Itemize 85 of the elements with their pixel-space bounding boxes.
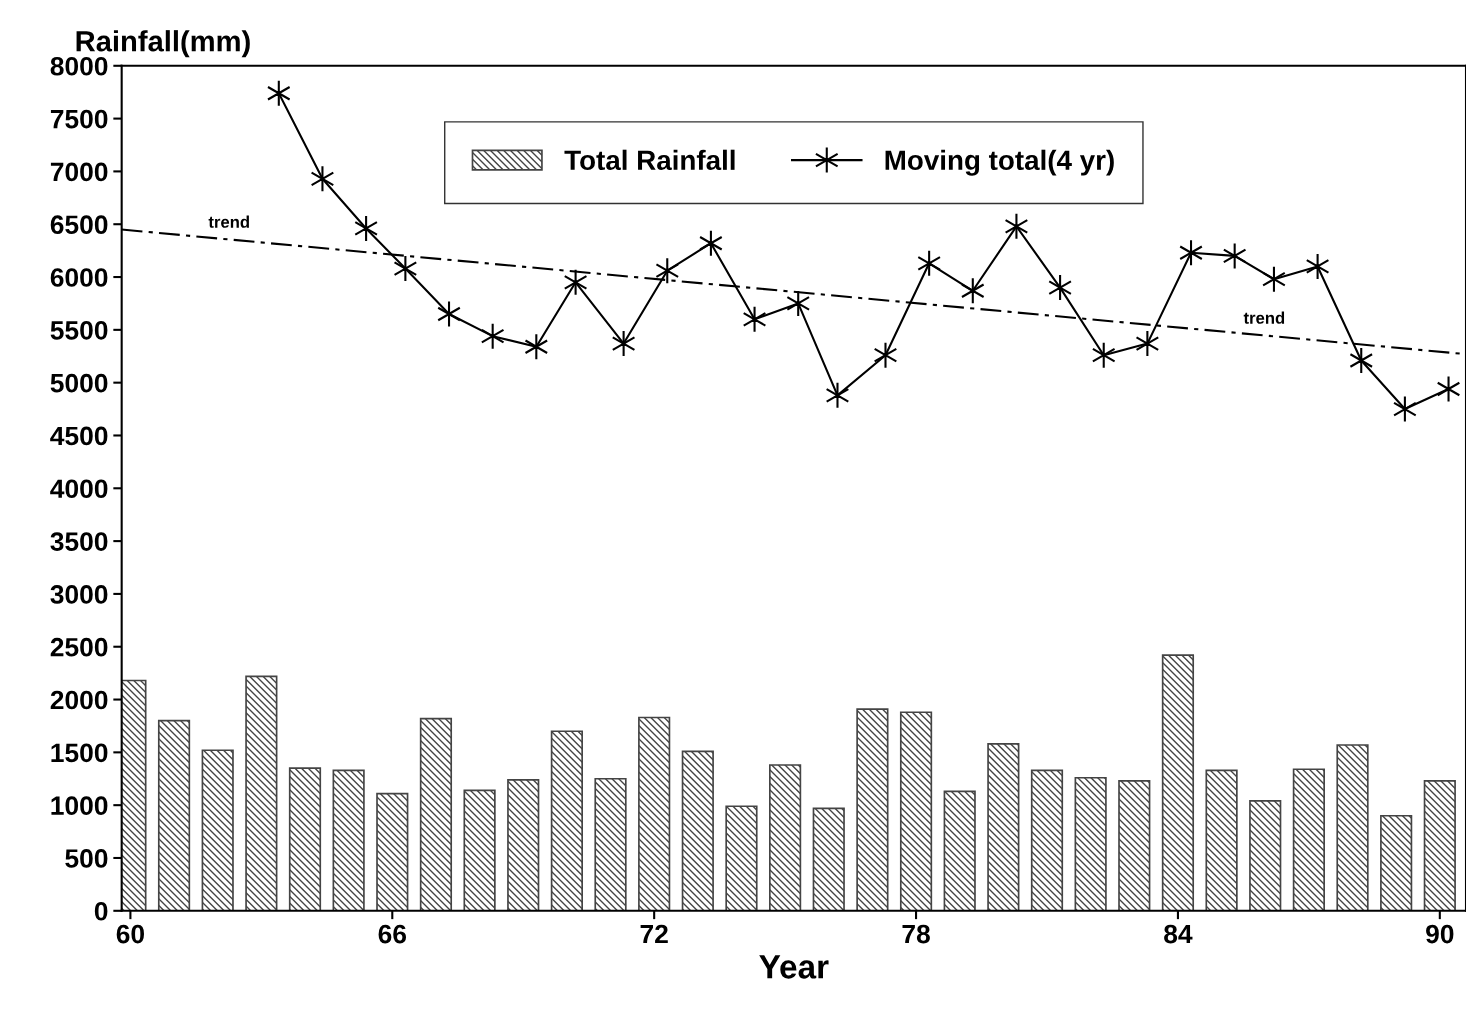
bar: [376, 792, 409, 911]
point: [1091, 341, 1116, 369]
point: [873, 341, 898, 369]
point: [310, 165, 335, 193]
point: [437, 300, 461, 328]
legend-label: Moving total(4 yr): [885, 149, 1114, 176]
point: [1135, 330, 1160, 358]
point: [1305, 252, 1330, 281]
bar: [899, 711, 933, 911]
point: [611, 330, 636, 358]
y-axis-title: Rainfall(mm): [76, 30, 250, 58]
bar: [1205, 769, 1238, 911]
bar: [768, 764, 802, 911]
bar: [1249, 800, 1282, 911]
bar: [856, 708, 889, 911]
bar: [288, 767, 322, 911]
bar: [943, 790, 976, 911]
point: [1436, 375, 1461, 403]
y-tick-label: 3000: [50, 585, 108, 604]
bar: [245, 675, 278, 911]
y-tick-label: 2500: [50, 637, 108, 657]
x-axis-title: Year: [759, 955, 829, 979]
y-tick-label: 5000: [50, 373, 108, 393]
y-tick-label: 4500: [50, 426, 108, 446]
bar: [1336, 744, 1369, 911]
bar: [419, 717, 453, 911]
point: [825, 381, 850, 409]
point: [354, 214, 378, 242]
bar: [157, 719, 191, 911]
y-tick-label: 4000: [50, 479, 108, 499]
x-tick-label: 78: [902, 924, 930, 944]
bar: [1380, 814, 1413, 911]
bar: [812, 807, 845, 911]
bar: [507, 778, 540, 911]
y-tick-label: 1000: [51, 796, 108, 815]
bar: [638, 716, 671, 911]
bar: [463, 789, 496, 911]
legend-label: Total Rainfall: [564, 149, 735, 171]
x-tick-label: 90: [1426, 924, 1454, 944]
point: [742, 305, 767, 333]
point: [655, 257, 680, 285]
y-tick-label: 1500: [51, 743, 108, 763]
point: [480, 322, 505, 350]
point: [1222, 242, 1247, 270]
x-tick-label: 72: [640, 924, 668, 944]
y-tick-label: 2000: [50, 690, 108, 710]
bar: [1118, 780, 1151, 911]
x-tick-label: 66: [378, 924, 407, 944]
bar: [1292, 768, 1325, 911]
point: [1048, 274, 1072, 302]
bar: [725, 805, 758, 911]
point: [1349, 346, 1374, 375]
bar: [201, 749, 234, 911]
y-tick-label: 7500: [50, 109, 108, 129]
y-tick-label: 500: [65, 849, 108, 868]
y-tick-label: 3500: [50, 532, 108, 551]
x-tick-label: 84: [1164, 924, 1193, 944]
bar: [332, 769, 365, 911]
point: [1393, 395, 1417, 423]
annotation: trend: [1243, 311, 1285, 324]
bar: [594, 777, 627, 911]
bar: [1423, 780, 1456, 911]
point: [393, 255, 418, 283]
point: [1262, 265, 1286, 293]
bar: [1030, 769, 1064, 911]
point: [1004, 212, 1029, 240]
point: [266, 79, 291, 107]
bar: [1074, 776, 1107, 911]
bar: [987, 743, 1020, 911]
point: [1179, 239, 1203, 267]
y-tick-label: 8000: [50, 56, 108, 76]
y-tick-label: 7000: [50, 162, 108, 182]
y-tick-label: 6000: [50, 268, 108, 287]
bar: [550, 730, 583, 911]
bar: [1161, 654, 1195, 911]
point: [960, 277, 985, 305]
annotation: trend: [208, 215, 249, 228]
point: [699, 229, 723, 257]
point: [524, 333, 549, 361]
y-tick-label: 6500: [50, 215, 108, 235]
y-tick-label: 5500: [50, 320, 108, 340]
y-tick-label: 0: [94, 901, 108, 921]
bar: [681, 750, 714, 911]
x-tick-label: 60: [116, 924, 144, 944]
point: [917, 249, 942, 277]
